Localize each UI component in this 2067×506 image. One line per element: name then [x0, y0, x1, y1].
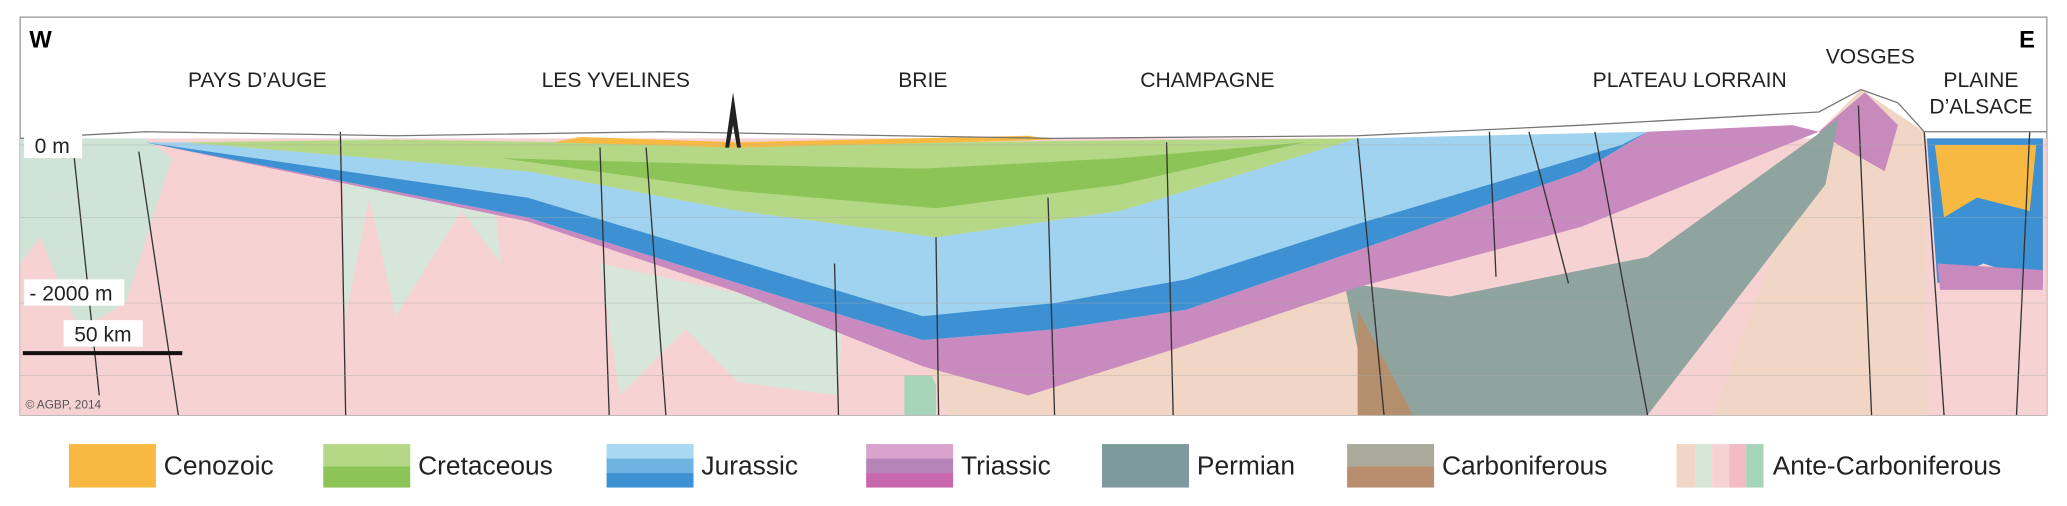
legend-swatch — [323, 466, 411, 488]
jurassic — [145, 131, 1648, 340]
depth-label: - 2000 m — [29, 282, 112, 305]
legend-swatch — [1712, 444, 1730, 488]
region-label: PLAINE — [1943, 69, 2018, 92]
permian — [1344, 118, 1839, 416]
legend-swatch — [323, 444, 411, 467]
vosges-triassic — [1818, 92, 1898, 172]
legend-swatch — [606, 444, 694, 459]
legend-swatch — [1347, 466, 1435, 488]
scale-label: 50 km — [74, 323, 131, 346]
basement-green — [904, 375, 936, 416]
vosges-basement — [1713, 89, 1927, 416]
legend-swatch — [606, 473, 694, 488]
region-label: VOSGES — [1826, 45, 1915, 68]
depth-bg — [24, 131, 83, 159]
region-label: D’ALSACE — [1929, 95, 2032, 118]
legend-label: Cretaceous — [418, 450, 553, 480]
legend-label: Cenozoic — [164, 450, 274, 480]
basement-green — [20, 138, 172, 330]
cenozoic — [553, 135, 1055, 148]
legend-label: Ante-Carboniferous — [1773, 450, 2001, 480]
legend-swatch — [606, 458, 694, 474]
west-label: W — [29, 27, 52, 53]
region-label: PLATEAU LORRAIN — [1593, 69, 1787, 92]
alsace-cenozoic — [1934, 144, 2037, 218]
region-label: BRIE — [898, 69, 947, 92]
legend-swatch — [1729, 444, 1747, 488]
region-label: CHAMPAGNE — [1140, 69, 1274, 92]
legend-swatch — [1676, 444, 1695, 488]
depth-lines — [20, 144, 2047, 376]
legend-swatch — [866, 473, 954, 488]
fault-lines — [72, 105, 2031, 416]
depth-label: 0 m — [35, 135, 70, 158]
legend-swatch — [1347, 444, 1435, 467]
basement-green — [599, 263, 844, 396]
legend-swatch — [1746, 444, 1764, 488]
legend-label: Triassic — [961, 450, 1051, 480]
carboniferous — [1357, 309, 1413, 416]
legend-label: Carboniferous — [1442, 450, 1607, 480]
region-label: LES YVELINES — [542, 69, 690, 92]
legend-swatch — [1102, 444, 1189, 488]
legend-swatch — [68, 444, 156, 488]
legend-swatch — [866, 458, 954, 474]
surface — [20, 88, 2047, 140]
alsace-triassic — [1937, 263, 2043, 290]
depth-bg — [24, 279, 125, 306]
credit: © AGBP, 2014 — [25, 397, 101, 411]
region-label: PAYS D’AUGE — [188, 69, 327, 92]
jurassic-lower — [145, 131, 1648, 340]
legend-swatch — [866, 444, 954, 459]
cretaceous-lower — [501, 142, 1305, 209]
legend-label: Jurassic — [701, 450, 798, 480]
legend-label: Permian — [1197, 450, 1295, 480]
east-label: E — [2019, 27, 2035, 53]
eiffel-tower — [725, 92, 741, 148]
legend-swatch — [1694, 444, 1713, 488]
triassic — [145, 125, 1819, 396]
scale-bg — [63, 320, 143, 347]
